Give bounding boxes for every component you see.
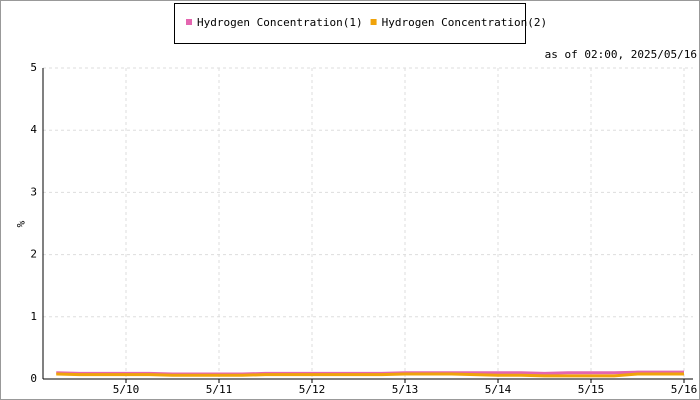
annotation: as of 02:00, 2025/05/16 — [545, 48, 697, 61]
legend-swatch — [186, 19, 192, 25]
x-tick-label: 5/16 — [671, 383, 698, 396]
legend-label: Hydrogen Concentration(1) — [197, 16, 363, 29]
legend-label: Hydrogen Concentration(2) — [382, 16, 548, 29]
x-tick-label: 5/14 — [485, 383, 512, 396]
x-tick-label: 5/12 — [299, 383, 326, 396]
y-tick-label: 1 — [30, 310, 37, 323]
legend-swatch — [370, 19, 377, 25]
y-tick-label: 2 — [30, 248, 37, 261]
y-tick-label: 3 — [30, 185, 37, 198]
y-tick-label: 5 — [30, 61, 37, 74]
y-axis-label: % — [14, 221, 27, 228]
x-tick-label: 5/11 — [206, 383, 233, 396]
legend-box — [174, 3, 526, 44]
series-line — [56, 372, 684, 378]
y-tick-label: 0 — [30, 372, 37, 385]
x-tick-label: 5/13 — [392, 383, 419, 396]
x-tick-label: 5/15 — [578, 383, 605, 396]
y-tick-label: 4 — [30, 123, 37, 136]
x-tick-label: 5/10 — [113, 383, 140, 396]
